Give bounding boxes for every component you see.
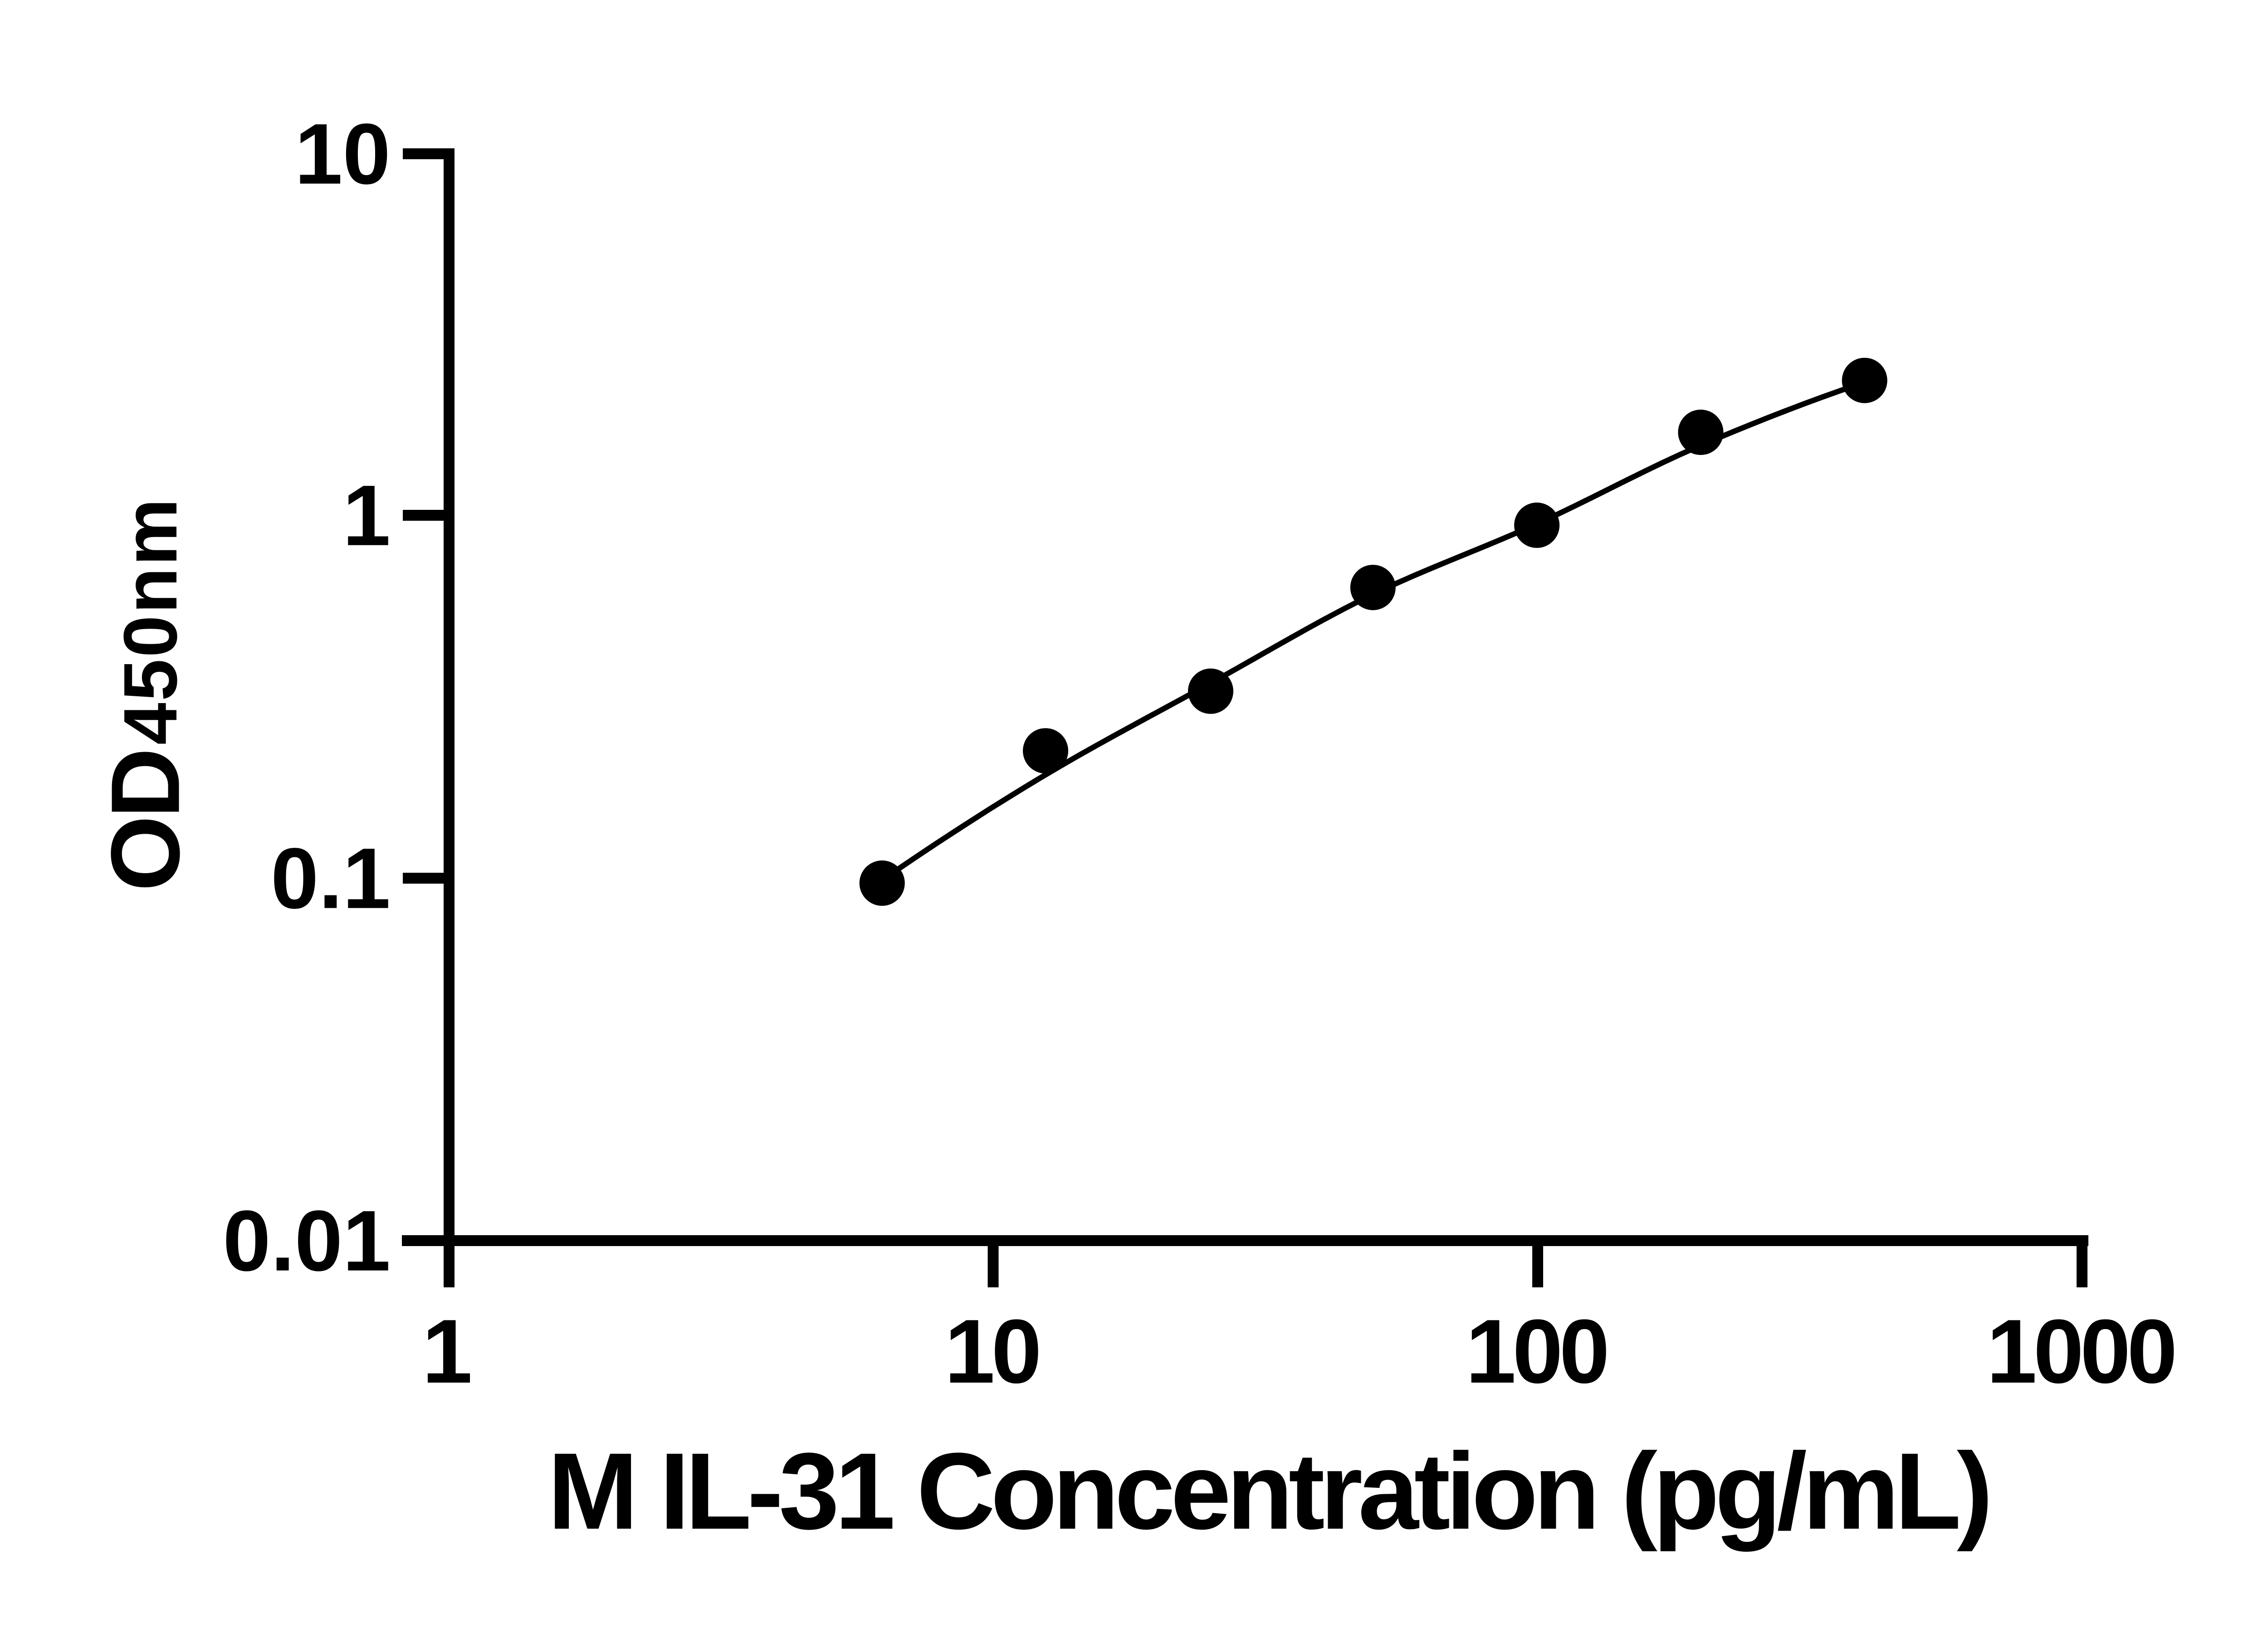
svg-text:100: 100 [1466,1301,1606,1402]
svg-text:1000: 1000 [1987,1301,2175,1402]
svg-text:0.01: 0.01 [223,1193,391,1289]
svg-text:10: 10 [944,1301,1038,1402]
svg-text:1: 1 [422,1301,470,1402]
svg-text:OD: OD [91,751,200,892]
svg-text:1: 1 [342,468,391,564]
svg-text:450nm: 450nm [108,497,193,745]
svg-text:M IL-31 Concentration (pg/mL): M IL-31 Concentration (pg/mL) [547,1430,1989,1552]
svg-text:0.1: 0.1 [271,831,391,927]
svg-text:10: 10 [295,106,391,202]
